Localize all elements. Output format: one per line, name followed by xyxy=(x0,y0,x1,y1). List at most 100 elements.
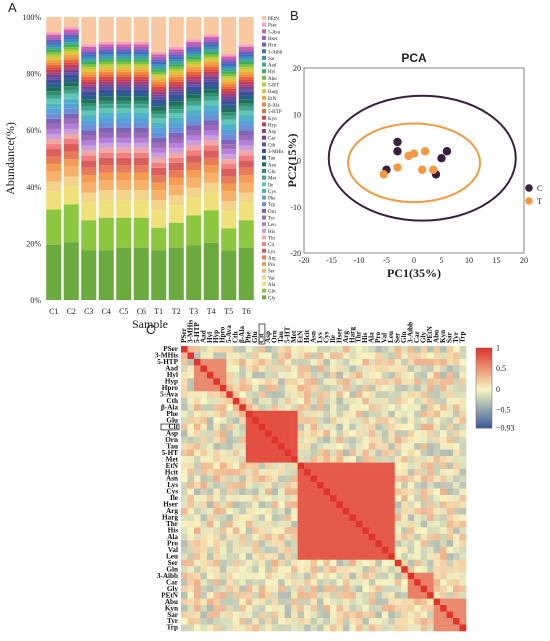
bar-segment xyxy=(221,71,237,74)
bar-segment xyxy=(81,175,97,183)
heatmap-cell xyxy=(317,378,324,386)
heatmap-cell xyxy=(310,430,318,437)
panel-letter-b: B xyxy=(290,8,299,23)
heatmap-cell xyxy=(433,494,441,502)
heatmap-cell xyxy=(362,624,370,632)
bar-segment xyxy=(168,54,184,57)
heatmap-cell xyxy=(278,527,285,535)
heatmap-cell xyxy=(232,462,240,470)
bar-segment xyxy=(168,51,184,55)
heatmap-cell xyxy=(213,494,221,502)
heatmap-cell xyxy=(245,566,253,574)
heatmap-row-label: Asn xyxy=(166,475,178,483)
heatmap-cell xyxy=(317,559,324,567)
heatmap-cell xyxy=(252,417,260,425)
heatmap-cell xyxy=(258,404,266,412)
heatmap-cell xyxy=(232,494,240,502)
heatmap-col-label: Hyl xyxy=(206,332,214,343)
heatmap-cell xyxy=(258,378,266,386)
heatmap-cell xyxy=(219,514,227,522)
heatmap-cell xyxy=(304,391,311,399)
heatmap-cell xyxy=(414,546,421,554)
heatmap-cell xyxy=(355,417,363,425)
heatmap-cell xyxy=(401,358,409,366)
heatmap-col-label: 5-HTP xyxy=(193,322,201,343)
heatmap-cell xyxy=(245,540,253,548)
heatmap-cell xyxy=(342,559,350,567)
heatmap-cell xyxy=(226,520,234,528)
heatmap-cell xyxy=(459,346,467,353)
heatmap-cell xyxy=(258,443,266,450)
heatmap-cell xyxy=(291,365,298,373)
legend-swatch xyxy=(262,49,266,54)
bar-x-tick: C3 xyxy=(84,307,93,316)
heatmap-cell xyxy=(226,358,234,366)
bar-segment xyxy=(81,220,97,251)
legend-label: β-Ala xyxy=(268,103,280,108)
heatmap-cell xyxy=(355,430,363,437)
heatmap-cell xyxy=(427,417,434,425)
heatmap-cell xyxy=(200,443,208,450)
heatmap-cell xyxy=(368,579,376,586)
heatmap-cell xyxy=(310,391,318,399)
bar-segment xyxy=(46,118,62,124)
bar-segment xyxy=(186,81,202,85)
heatmap-cell xyxy=(407,346,415,353)
heatmap-cell xyxy=(349,462,357,470)
bar-segment xyxy=(46,139,62,145)
heatmap-cell xyxy=(323,469,331,476)
heatmap-cell xyxy=(414,436,421,444)
bar-segment xyxy=(116,17,132,42)
heatmap-cell xyxy=(446,514,454,522)
bar-segment xyxy=(168,61,184,65)
heatmap-cell xyxy=(433,365,441,373)
heatmap-cell xyxy=(206,540,214,548)
heatmap-cell xyxy=(187,371,195,379)
bar-segment xyxy=(203,125,219,131)
heatmap-cell xyxy=(401,469,409,476)
bar-segment xyxy=(186,76,202,80)
heatmap-cell xyxy=(420,384,428,392)
bar-segment xyxy=(151,103,167,107)
heatmap-cell xyxy=(342,456,350,463)
heatmap-cell xyxy=(239,507,247,515)
heatmap-cell xyxy=(401,585,409,593)
heatmap-cell xyxy=(317,358,324,366)
heatmap-cell xyxy=(265,346,272,353)
colorbar-band xyxy=(476,364,492,367)
heatmap-cell xyxy=(323,449,331,457)
heatmap-cell xyxy=(200,417,208,425)
bar-segment xyxy=(238,79,254,82)
bar-segment xyxy=(46,37,62,40)
heatmap-cell xyxy=(304,462,311,470)
heatmap-cell xyxy=(362,456,370,463)
heatmap-cell xyxy=(291,443,298,450)
heatmap-cell xyxy=(375,514,383,522)
heatmap-cell xyxy=(310,404,318,412)
heatmap-cell xyxy=(232,378,240,386)
heatmap-cell xyxy=(200,352,208,360)
bar-segment xyxy=(168,157,184,163)
legend-label: Lys xyxy=(268,250,275,255)
heatmap-cell xyxy=(414,352,421,360)
pca-y-tick: 0 xyxy=(297,157,301,166)
bar-segment xyxy=(151,147,167,153)
bar-x-tick: T1 xyxy=(154,307,163,316)
heatmap-cell xyxy=(342,469,350,476)
colorbar-band xyxy=(476,370,492,373)
heatmap-cell xyxy=(213,546,221,554)
heatmap-cell xyxy=(368,352,376,360)
heatmap-cell xyxy=(187,501,195,509)
heatmap-cell xyxy=(232,598,240,606)
heatmap-cell xyxy=(375,404,383,412)
heatmap-cell xyxy=(394,417,402,425)
heatmap-cell xyxy=(265,585,272,593)
bar-segment xyxy=(238,54,254,57)
heatmap-cell xyxy=(219,618,227,625)
heatmap-cell xyxy=(258,618,266,625)
heatmap-cell xyxy=(239,423,247,431)
heatmap-cell xyxy=(375,410,383,418)
heatmap-cell xyxy=(271,391,279,399)
bar-segment xyxy=(133,51,149,55)
bar-segment xyxy=(238,89,254,92)
